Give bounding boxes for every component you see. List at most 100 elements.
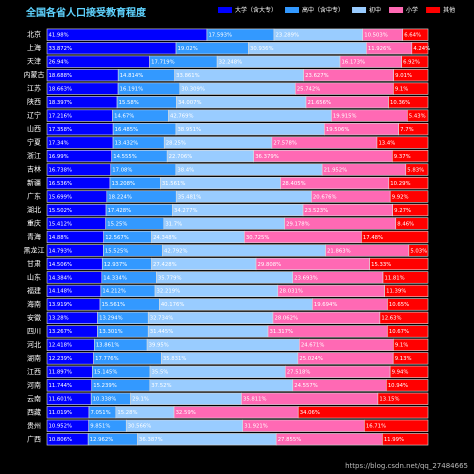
data-label: 17.719% — [151, 60, 175, 66]
data-label: 30.936% — [250, 46, 274, 52]
legend-label: 初中 — [369, 6, 381, 14]
data-label: 24.557% — [294, 383, 318, 389]
data-label: 21.863% — [327, 248, 351, 254]
bar-segment — [388, 96, 429, 109]
bar-segment — [395, 217, 429, 230]
data-label: 16.173% — [342, 60, 366, 66]
y-tick-label: 宁夏 — [27, 138, 41, 147]
data-label: 29.808% — [258, 262, 282, 268]
chart-title: 全国各省人口接受教育程度 — [25, 6, 147, 19]
bar-segment — [384, 284, 429, 298]
bar-segment — [387, 298, 429, 311]
data-label: 10.338% — [93, 397, 117, 403]
data-label: 32.734% — [150, 316, 174, 322]
data-label: 5.83% — [407, 167, 424, 173]
data-label: 38.4% — [177, 167, 194, 173]
data-label: 13.919% — [49, 302, 73, 308]
data-label: 10.503% — [364, 33, 388, 39]
data-label: 11.99% — [384, 437, 404, 443]
data-label: 13.208% — [112, 181, 136, 187]
data-label: 17.593% — [208, 33, 232, 39]
data-label: 9.851% — [90, 424, 110, 430]
data-label: 9.01% — [395, 73, 412, 79]
data-label: 12.567% — [105, 235, 129, 241]
bar-segment — [392, 149, 429, 163]
bar-segment — [377, 392, 429, 405]
data-label: 5.03% — [410, 248, 427, 254]
data-label: 24.671% — [301, 343, 325, 349]
data-label: 18.688% — [49, 73, 73, 79]
data-label: 11.601% — [49, 397, 73, 403]
legend-swatch — [389, 7, 404, 13]
data-label: 23.693% — [294, 275, 318, 281]
data-label: 15.33% — [371, 262, 391, 268]
data-label: 27.518% — [287, 370, 311, 376]
data-label: 14.555% — [113, 154, 137, 160]
data-label: 37.52% — [151, 383, 171, 389]
data-label: 32.248% — [219, 60, 243, 66]
data-label: 28.031% — [279, 289, 303, 295]
data-label: 16.738% — [49, 167, 73, 173]
legend-swatch — [352, 7, 367, 13]
bar-segment — [393, 82, 429, 95]
data-label: 15.699% — [49, 194, 73, 200]
y-tick-label: 山东 — [27, 272, 41, 281]
data-label: 36.379% — [255, 154, 279, 160]
bar-segment — [401, 55, 429, 68]
data-label: 16.71% — [366, 424, 386, 430]
data-label: 17.48% — [363, 235, 383, 241]
data-label: 16.536% — [49, 181, 73, 187]
data-label: 14.814% — [120, 73, 144, 79]
data-label: 11.744% — [49, 383, 73, 389]
y-tick-label: 新疆 — [27, 178, 41, 187]
y-tick-label: 湖北 — [27, 205, 41, 214]
data-label: 22.706% — [169, 154, 193, 160]
data-label: 12.63% — [381, 316, 401, 322]
bar-segment — [398, 123, 429, 136]
data-label: 11.019% — [49, 410, 73, 416]
bar-segment — [393, 338, 429, 351]
data-label: 28.25% — [166, 140, 186, 146]
watermark: https://blog.csdn.net/qq_27484665 — [345, 462, 468, 470]
data-label: 19.506% — [326, 127, 350, 133]
data-label: 18.224% — [108, 194, 132, 200]
bar-segment — [387, 325, 429, 338]
legend-swatch — [285, 7, 300, 13]
data-label: 9.1% — [395, 343, 408, 349]
data-label: 42.792% — [164, 248, 188, 254]
data-label: 23.289% — [275, 33, 299, 39]
data-label: 31.317% — [270, 329, 294, 335]
y-tick-label: 吉林 — [27, 165, 41, 174]
data-label: 16.99% — [49, 154, 69, 160]
data-label: 5.43% — [409, 113, 426, 119]
data-label: 26.94% — [49, 60, 69, 66]
data-label: 11.81% — [385, 275, 405, 281]
data-label: 30.309% — [181, 86, 205, 92]
data-label: 28.405% — [282, 181, 306, 187]
data-label: 9.13% — [395, 356, 412, 362]
y-tick-label: 河南 — [27, 380, 41, 389]
data-label: 31.561% — [162, 181, 186, 187]
bar-segment — [386, 379, 429, 392]
bar-segment — [407, 109, 429, 122]
bar-segment — [364, 419, 429, 432]
data-label: 41.98% — [49, 33, 69, 39]
data-label: 14.384% — [49, 275, 73, 281]
data-label: 20.676% — [313, 194, 337, 200]
bar-segment — [411, 42, 429, 55]
data-label: 9.92% — [392, 194, 409, 200]
data-label: 13.4% — [378, 140, 395, 146]
bar-segment — [146, 338, 300, 351]
data-label: 15.28% — [117, 410, 137, 416]
y-tick-label: 广东 — [27, 192, 41, 201]
y-tick-label: 上海 — [27, 43, 41, 52]
data-label: 6.92% — [403, 60, 420, 66]
data-label: 34.277% — [174, 208, 198, 214]
data-label: 29.1% — [132, 397, 149, 403]
legend-label: 其他 — [443, 6, 455, 14]
y-tick-label: 内蒙古 — [24, 70, 45, 79]
data-label: 15.561% — [102, 302, 126, 308]
data-label: 9.1% — [395, 86, 408, 92]
bar-segment — [405, 163, 429, 176]
